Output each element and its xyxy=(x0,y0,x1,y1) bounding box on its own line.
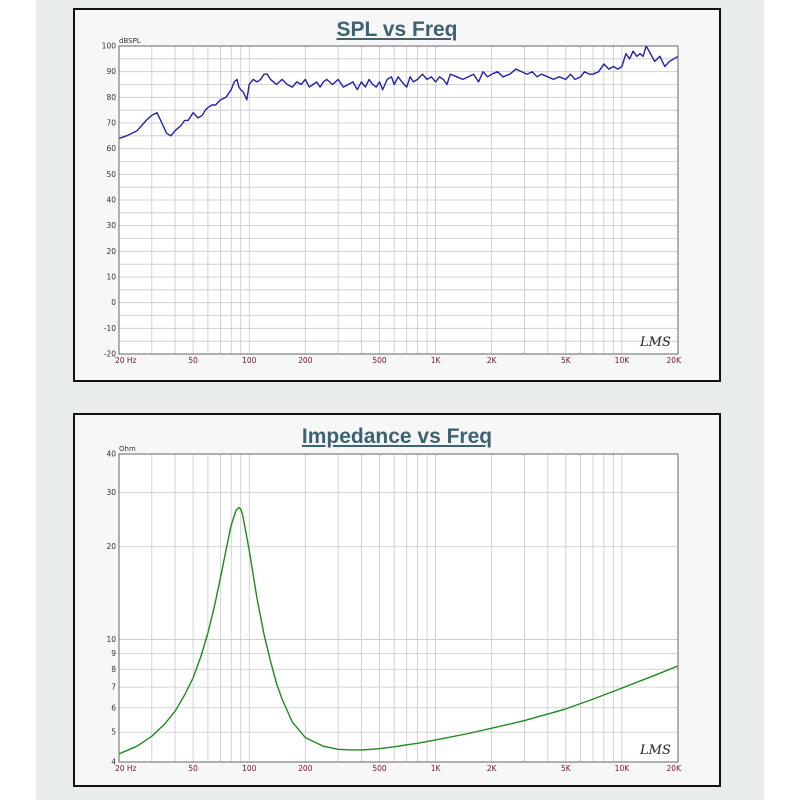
impedance-watermark: LMS xyxy=(639,743,671,758)
spl-y-tick-label: 10 xyxy=(106,273,116,282)
impedance-y-tick-label: 8 xyxy=(111,665,116,674)
spl-plot-frame xyxy=(118,45,679,355)
impedance-y-tick-label: 20 xyxy=(106,542,116,551)
spl-unit-label: dBSPL xyxy=(119,37,141,45)
impedance-x-tick-label: 50 xyxy=(188,764,198,773)
spl-x-tick-label: 10K xyxy=(615,356,631,365)
impedance-y-tick-label: 10 xyxy=(106,635,116,644)
impedance-x-tick-label: 500 xyxy=(372,764,387,773)
impedance-y-tick-label: 6 xyxy=(111,703,116,712)
spl-y-tick-label: 50 xyxy=(106,170,116,179)
spl-x-tick-label: 20K xyxy=(667,356,683,365)
spl-x-tick-label: 200 xyxy=(298,356,313,365)
spl-y-tick-label: 70 xyxy=(106,119,116,128)
spl-watermark: LMS xyxy=(639,335,671,350)
impedance-y-tick-label: 7 xyxy=(111,683,116,692)
impedance-plot-frame xyxy=(118,453,679,763)
impedance-y-tick-label: 5 xyxy=(111,728,116,737)
spl-y-tick-label: 30 xyxy=(106,221,116,230)
spl-y-tick-label: 80 xyxy=(106,93,116,102)
spl-y-tick-label: 60 xyxy=(106,144,116,153)
impedance-chart-panel: Impedance vs Freq 40 30 20 10 9 8 7 6 5 4 20 Hz 50 1… xyxy=(73,413,721,787)
spl-y-tick-label: 20 xyxy=(106,247,116,256)
spl-series-line xyxy=(118,45,679,140)
spl-x-tick-label: 2K xyxy=(487,356,498,365)
impedance-x-tick-label: 10K xyxy=(615,764,631,773)
impedance-x-tick-label: 200 xyxy=(298,764,313,773)
impedance-series-line xyxy=(118,506,679,755)
impedance-x-tick-label: 5K xyxy=(561,764,572,773)
spl-y-tick-label: 90 xyxy=(106,67,116,76)
impedance-plot-background xyxy=(119,454,678,762)
spl-y-tick-label: -10 xyxy=(104,324,116,333)
spl-x-tick-label: 5K xyxy=(561,356,572,365)
impedance-x-tick-label: 2K xyxy=(487,764,498,773)
spl-y-tick-label: 0 xyxy=(111,298,116,307)
impedance-y-tick-label: 40 xyxy=(106,450,116,459)
spl-y-tick-label: -20 xyxy=(104,350,116,359)
impedance-x-tick-label: 20K xyxy=(667,764,683,773)
impedance-chart-plot: 40 30 20 10 9 8 7 6 5 420 Hz 50 100 200 500 1K 2K 5K 10K 2… xyxy=(106,445,683,773)
impedance-x-tick-label: 100 xyxy=(242,764,257,773)
impedance-x-tick-label: 20 Hz xyxy=(115,764,137,773)
spl-x-tick-label: 100 xyxy=(242,356,257,365)
impedance-chart-title: Impedance vs Freq xyxy=(301,425,493,448)
spl-y-tick-label: 100 xyxy=(102,42,117,51)
impedance-y-tick-label: 30 xyxy=(106,488,116,497)
spl-x-tick-label: 20 Hz xyxy=(115,356,137,365)
impedance-y-tick-label: 9 xyxy=(111,649,116,658)
spl-x-tick-label: 500 xyxy=(372,356,387,365)
spl-y-tick-label: 40 xyxy=(106,196,116,205)
spl-x-tick-label: 50 xyxy=(188,356,198,365)
impedance-y-tick-label: 4 xyxy=(111,758,116,767)
spl-x-tick-label: 1K xyxy=(431,356,442,365)
spl-chart-title: SPL vs Freq xyxy=(336,18,458,41)
spl-chart-panel: SPL vs Freq 100 90 80 70 60 50 40 30 20 10 0 -10 -20… xyxy=(73,8,721,382)
impedance-x-tick-label: 1K xyxy=(431,764,442,773)
impedance-unit-label: Ohm xyxy=(119,445,136,453)
